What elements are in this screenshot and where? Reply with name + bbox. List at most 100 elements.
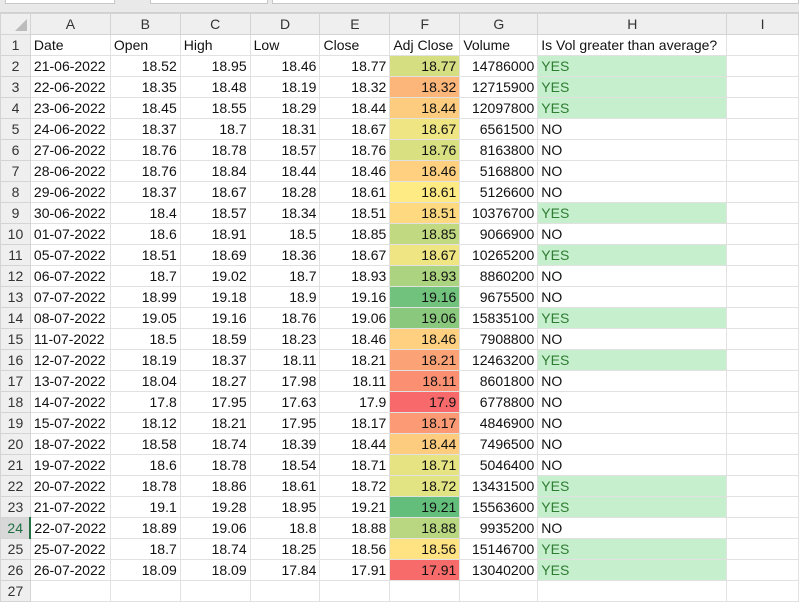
adj-close-cell[interactable]: 18.72 (389, 475, 461, 497)
volume-cell[interactable]: 10265200 (459, 244, 539, 266)
volume-cell[interactable]: 6778800 (459, 391, 539, 413)
empty-cell[interactable] (726, 181, 799, 203)
header-cell[interactable]: Adj Close (389, 34, 461, 56)
close-cell[interactable]: 18.56 (319, 538, 391, 560)
row-header[interactable]: 23 (0, 496, 31, 518)
row-header[interactable]: 21 (0, 454, 31, 476)
close-cell[interactable]: 18.61 (319, 181, 391, 203)
date-cell[interactable]: 07-07-2022 (29, 286, 111, 308)
adj-close-cell[interactable]: 17.91 (389, 559, 461, 581)
low-cell[interactable]: 18.44 (249, 160, 321, 182)
date-cell[interactable]: 13-07-2022 (29, 370, 111, 392)
high-cell[interactable]: 18.57 (179, 202, 251, 224)
open-cell[interactable]: 18.7 (109, 538, 181, 560)
open-cell[interactable]: 18.7 (109, 265, 181, 287)
row-header[interactable]: 10 (0, 223, 31, 245)
adj-close-cell[interactable]: 19.21 (389, 496, 461, 518)
close-cell[interactable]: 18.51 (319, 202, 391, 224)
adj-close-cell[interactable]: 19.16 (389, 286, 461, 308)
high-cell[interactable]: 19.16 (179, 307, 251, 329)
volume-cell[interactable]: 13431500 (459, 475, 539, 497)
empty-cell[interactable] (726, 433, 799, 455)
volume-cell[interactable]: 8163800 (459, 139, 539, 161)
empty-cell[interactable] (726, 97, 799, 119)
high-cell[interactable]: 18.86 (179, 475, 251, 497)
low-cell[interactable]: 18.11 (249, 349, 321, 371)
volume-cell[interactable]: 7496500 (459, 433, 539, 455)
open-cell[interactable]: 18.37 (109, 118, 181, 140)
high-cell[interactable]: 18.69 (179, 244, 251, 266)
row-header[interactable]: 5 (0, 118, 31, 140)
vol-above-average-cell[interactable]: YES (537, 55, 728, 77)
empty-cell[interactable] (29, 580, 111, 602)
column-header-e[interactable]: E (319, 13, 391, 35)
row-header[interactable]: 25 (0, 538, 31, 560)
low-cell[interactable]: 18.5 (249, 223, 321, 245)
close-cell[interactable]: 19.21 (319, 496, 391, 518)
empty-cell[interactable] (726, 517, 799, 539)
row-header[interactable]: 9 (0, 202, 31, 224)
volume-cell[interactable]: 8860200 (459, 265, 539, 287)
column-header-c[interactable]: C (179, 13, 251, 35)
open-cell[interactable]: 18.37 (109, 181, 181, 203)
high-cell[interactable]: 18.67 (179, 181, 251, 203)
adj-close-cell[interactable]: 18.93 (389, 265, 461, 287)
low-cell[interactable]: 17.98 (249, 370, 321, 392)
empty-cell[interactable] (726, 370, 799, 392)
row-header[interactable]: 6 (0, 139, 31, 161)
low-cell[interactable]: 18.36 (249, 244, 321, 266)
row-header[interactable]: 4 (0, 97, 31, 119)
empty-cell[interactable] (319, 580, 391, 602)
volume-cell[interactable]: 12097800 (459, 97, 539, 119)
close-cell[interactable]: 18.71 (319, 454, 391, 476)
close-cell[interactable]: 19.16 (319, 286, 391, 308)
row-header[interactable]: 20 (0, 433, 31, 455)
open-cell[interactable]: 17.8 (109, 391, 181, 413)
close-cell[interactable]: 18.67 (319, 244, 391, 266)
open-cell[interactable]: 18.76 (109, 139, 181, 161)
empty-cell[interactable] (726, 139, 799, 161)
open-cell[interactable]: 18.58 (109, 433, 181, 455)
vol-above-average-cell[interactable]: NO (537, 223, 728, 245)
date-cell[interactable]: 01-07-2022 (29, 223, 111, 245)
vol-above-average-cell[interactable]: NO (537, 160, 728, 182)
date-cell[interactable]: 25-07-2022 (29, 538, 111, 560)
low-cell[interactable]: 18.19 (249, 76, 321, 98)
close-cell[interactable]: 18.77 (319, 55, 391, 77)
open-cell[interactable]: 18.6 (109, 223, 181, 245)
open-cell[interactable]: 18.04 (109, 370, 181, 392)
adj-close-cell[interactable]: 18.76 (389, 139, 461, 161)
vol-above-average-cell[interactable]: NO (537, 181, 728, 203)
high-cell[interactable]: 19.06 (179, 517, 251, 539)
empty-cell[interactable] (726, 286, 799, 308)
date-cell[interactable]: 22-06-2022 (29, 76, 111, 98)
date-cell[interactable]: 14-07-2022 (29, 391, 111, 413)
low-cell[interactable]: 18.29 (249, 97, 321, 119)
adj-close-cell[interactable]: 18.32 (389, 76, 461, 98)
vol-above-average-cell[interactable]: YES (537, 475, 728, 497)
date-cell[interactable]: 12-07-2022 (29, 349, 111, 371)
adj-close-cell[interactable]: 18.77 (389, 55, 461, 77)
high-cell[interactable]: 18.74 (179, 538, 251, 560)
close-cell[interactable]: 18.93 (319, 265, 391, 287)
select-all-button[interactable] (0, 13, 31, 35)
high-cell[interactable]: 18.48 (179, 76, 251, 98)
close-cell[interactable]: 17.9 (319, 391, 391, 413)
header-cell[interactable]: Close (319, 34, 391, 56)
row-header[interactable]: 19 (0, 412, 31, 434)
date-cell[interactable]: 22-07-2022 (29, 517, 111, 539)
high-cell[interactable]: 17.95 (179, 391, 251, 413)
open-cell[interactable]: 18.78 (109, 475, 181, 497)
close-cell[interactable]: 18.11 (319, 370, 391, 392)
close-cell[interactable]: 18.85 (319, 223, 391, 245)
empty-cell[interactable] (726, 475, 799, 497)
row-header[interactable]: 11 (0, 244, 31, 266)
vol-above-average-cell[interactable]: NO (537, 454, 728, 476)
low-cell[interactable]: 17.84 (249, 559, 321, 581)
high-cell[interactable]: 18.59 (179, 328, 251, 350)
volume-cell[interactable]: 9675500 (459, 286, 539, 308)
adj-close-cell[interactable]: 18.21 (389, 349, 461, 371)
low-cell[interactable]: 18.28 (249, 181, 321, 203)
column-header-d[interactable]: D (249, 13, 321, 35)
empty-cell[interactable] (726, 265, 799, 287)
